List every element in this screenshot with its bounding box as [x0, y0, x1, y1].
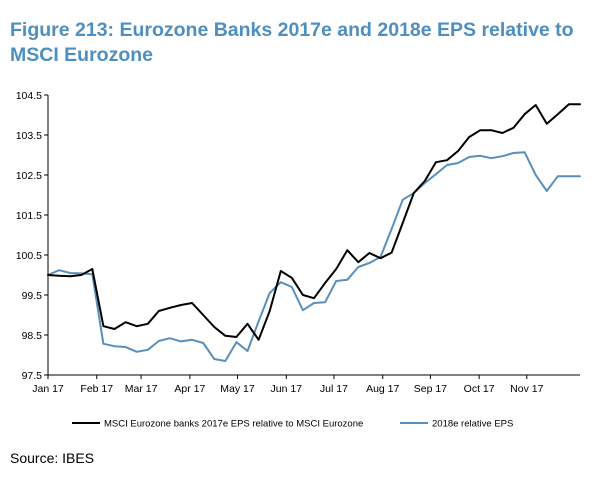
chart-title: Figure 213: Eurozone Banks 2017e and 201…: [10, 19, 574, 66]
series-layer: [47, 103, 581, 362]
x-tick-label: Nov 17: [510, 383, 543, 395]
x-tick-label: Aug 17: [366, 383, 399, 395]
series-line-1: [47, 151, 581, 362]
y-tick-label: 102.5: [16, 170, 42, 182]
legend-label-0: MSCI Eurozone banks 2017e EPS relative t…: [104, 419, 363, 430]
x-tick-label: Apr 17: [174, 383, 205, 395]
y-tick-label: 104.5: [16, 90, 42, 102]
y-tick-label: 98.5: [22, 330, 43, 342]
y-tick-label: 100.5: [16, 250, 42, 262]
x-tick-label: Jun 17: [271, 383, 303, 395]
legend: MSCI Eurozone banks 2017e EPS relative t…: [72, 419, 513, 430]
y-tick-label: 101.5: [16, 210, 42, 222]
x-tick-label: Jul 17: [320, 383, 348, 395]
x-axis: Jan 17 Feb 17 Mar 17 Apr 17 May 17 Jun 17 Jul …: [32, 374, 580, 395]
x-tick-label: Jan 17: [32, 383, 64, 395]
x-tick-label: Feb 17: [80, 383, 113, 395]
y-tick-label: 99.5: [22, 290, 43, 302]
x-tick-label: May 17: [220, 383, 255, 395]
x-tick-label: Sep 17: [414, 383, 447, 395]
x-tick-label: Mar 17: [125, 383, 158, 395]
legend-label-1: 2018e relative EPS: [432, 419, 513, 430]
y-axis: 104.5 103.5 102.5 101.5 100.5 99.5 98.5 97.5: [16, 90, 49, 382]
y-tick-label: 103.5: [16, 130, 42, 142]
source-note: Source: IBES: [10, 450, 95, 466]
x-tick-label: Oct 17: [464, 383, 495, 395]
series-line-0: [47, 103, 581, 341]
y-tick-label: 97.5: [22, 370, 43, 382]
